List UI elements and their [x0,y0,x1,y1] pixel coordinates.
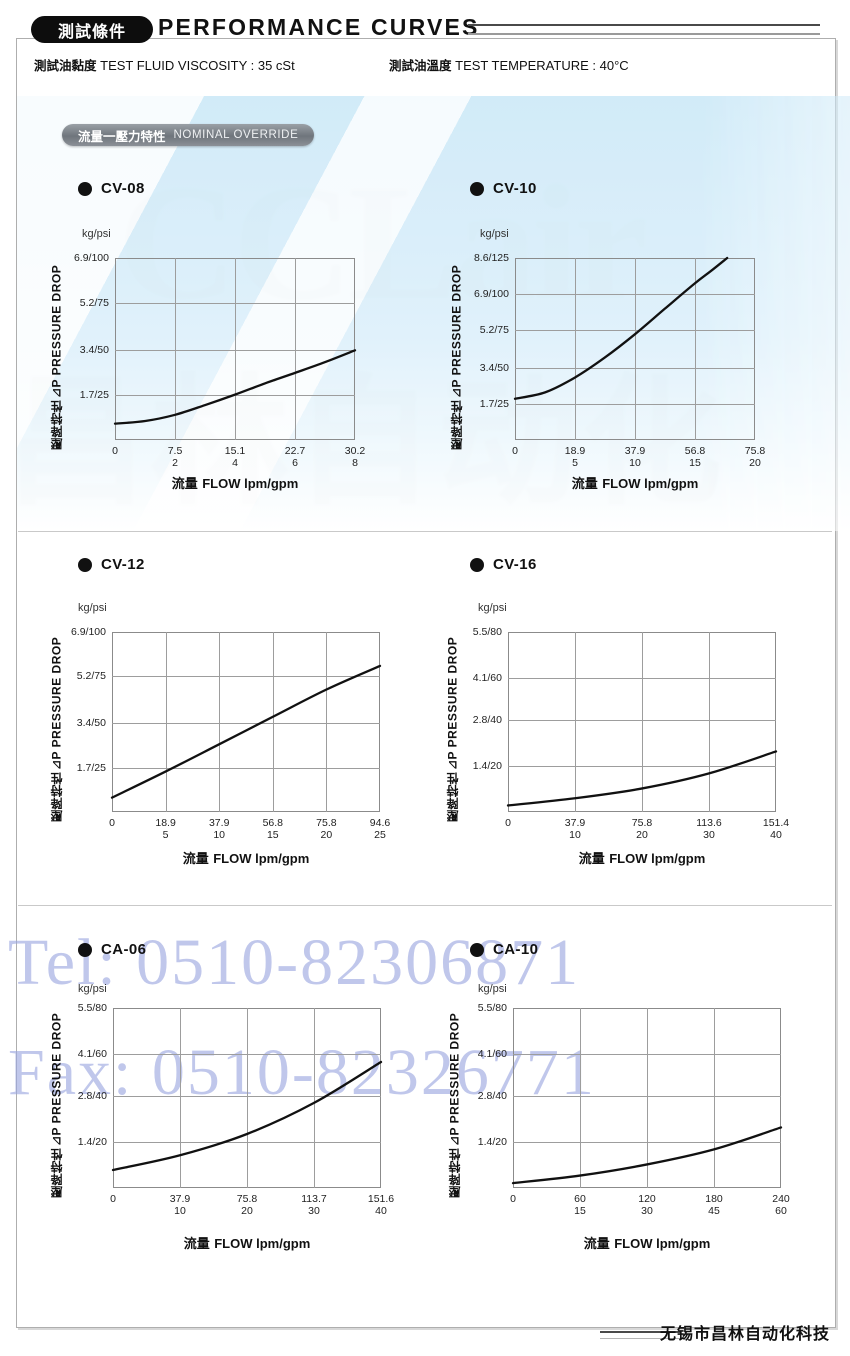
viscosity-condition: 測試油黏度 TEST FLUID VISCOSITY : 35 cSt [34,55,295,74]
temperature-label-cn: 測試油溫度 [389,58,452,73]
footer-rule [600,1331,680,1339]
test-conditions-row: 測試油黏度 TEST FLUID VISCOSITY : 35 cSt 測試油溫… [34,55,824,73]
temperature-label-en: TEST TEMPERATURE : 40°C [455,58,629,73]
page-header: 測試條件 PERFORMANCE CURVES [0,0,850,52]
page-border [16,38,836,1328]
nominal-override-panel-background [17,96,850,531]
nominal-override-label-en: NOMINAL OVERRIDE [173,129,299,141]
nominal-override-pill: 流量一壓力特性 NOMINAL OVERRIDE [62,124,315,146]
footer-company: 无锡市昌林自动化科技 [659,1324,830,1343]
header-rule [468,24,820,35]
nominal-override-label-cn: 流量一壓力特性 [78,128,166,144]
temperature-condition: 測試油溫度 TEST TEMPERATURE : 40°C [389,55,629,74]
test-condition-badge: 測試條件 [31,16,153,43]
section-divider-2 [18,905,832,906]
viscosity-label-en: TEST FLUID VISCOSITY : 35 cSt [100,58,295,73]
test-condition-badge-label: 測試條件 [57,21,126,41]
page-title: PERFORMANCE CURVES [158,14,480,40]
viscosity-label-cn: 測試油黏度 [34,58,97,73]
section-divider-1 [18,531,832,532]
